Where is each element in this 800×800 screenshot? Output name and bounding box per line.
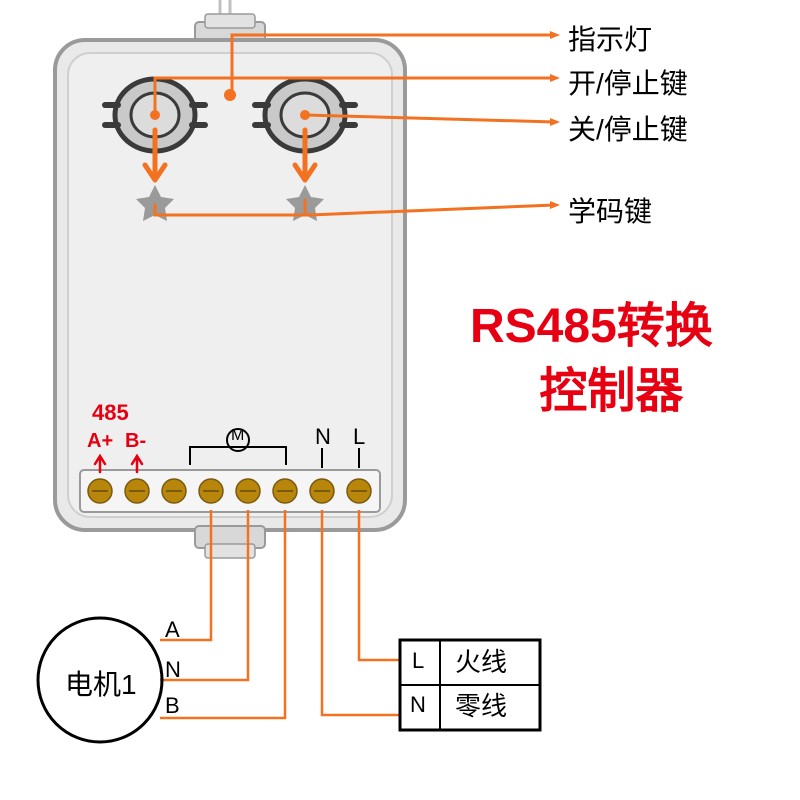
motor-pin-n: N <box>165 657 181 683</box>
power-l: L <box>412 648 424 674</box>
label-indicator: 指示灯 <box>568 18 652 58</box>
label-learn: 学码键 <box>568 190 652 230</box>
label-l-top: L <box>353 424 365 450</box>
device-body <box>55 40 405 530</box>
power-live: 火线 <box>455 646 507 680</box>
label-n-top: N <box>315 424 331 450</box>
bottom-clip <box>195 526 265 558</box>
motor-pin-a: A <box>165 617 180 643</box>
top-clip <box>195 0 265 44</box>
motor-pin-b: B <box>165 693 180 719</box>
label-close-stop: 关/停止键 <box>568 108 688 148</box>
motor-label: 电机1 <box>65 663 137 703</box>
label-a-plus: A+ <box>87 430 113 453</box>
label-m: M <box>231 427 244 445</box>
power-neutral: 零线 <box>455 690 507 724</box>
label-b-minus: B- <box>125 430 146 453</box>
title-line1: RS485转换 <box>470 295 713 360</box>
power-n: N <box>410 692 426 718</box>
title-line2: 控制器 <box>510 360 713 425</box>
label-open-stop: 开/停止键 <box>568 62 688 102</box>
led-icon <box>224 89 236 101</box>
label-485: 485 <box>92 400 129 426</box>
